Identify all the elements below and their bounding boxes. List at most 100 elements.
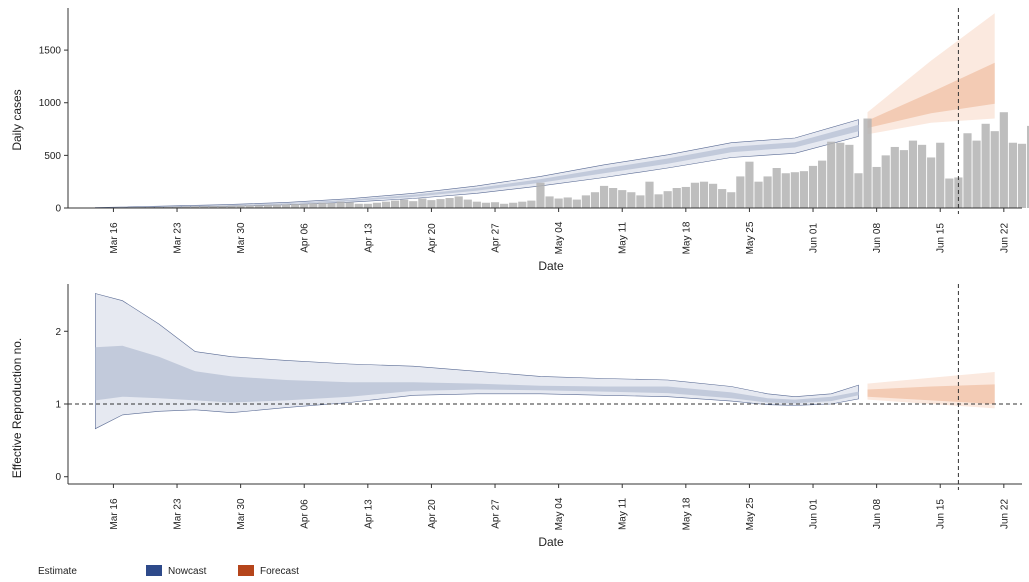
x-tick-label: May 04 (554, 221, 565, 254)
legend-label-forecast: Forecast (260, 566, 299, 577)
daily-cases-bar (254, 205, 263, 208)
x-tick-label: May 11 (618, 222, 629, 254)
daily-cases-bar (472, 201, 481, 208)
daily-cases-bar (763, 176, 772, 208)
y-tick-label: 1500 (39, 46, 62, 57)
daily-cases-bar (663, 191, 672, 208)
daily-cases-bar (209, 206, 218, 208)
y-tick-label: 0 (55, 204, 61, 215)
daily-cases-bar (672, 188, 681, 208)
x-tick-label: Jun 08 (872, 223, 883, 253)
legend-label-nowcast: Nowcast (168, 566, 207, 577)
daily-cases-bar (945, 178, 954, 208)
nowcast-inner-band (95, 345, 859, 404)
daily-cases-bar (818, 160, 827, 208)
daily-cases-bar (1017, 143, 1027, 208)
daily-cases-bar (981, 123, 990, 208)
daily-cases-bar (345, 202, 354, 208)
y-tick-label: 1000 (39, 98, 62, 109)
daily-cases-bar (327, 202, 336, 208)
bottom-axes: 0 1 2 Mar 16 Mar 23 Mar 30 Apr 06 Apr 13 Apr 20 A… (55, 284, 1022, 530)
daily-cases-bar (191, 206, 200, 208)
y-tick-label: 2 (55, 327, 61, 338)
bottom-x-axis-title: Date (538, 535, 564, 549)
x-tick-label: Jun 01 (809, 223, 820, 253)
daily-cases-bar (363, 203, 372, 208)
legend-swatch-nowcast (146, 565, 162, 576)
x-tick-label: Apr 13 (363, 499, 374, 529)
daily-cases-bar (908, 140, 918, 208)
daily-cases-bar (754, 181, 763, 208)
x-tick-label: Apr 13 (363, 223, 374, 253)
daily-cases-bar (863, 118, 872, 208)
daily-cases-bar (963, 133, 972, 208)
nowcast-outer-band (95, 293, 859, 430)
x-tick-label: Jun 22 (999, 223, 1010, 253)
daily-cases-bar (318, 202, 327, 208)
x-tick-label: Apr 06 (300, 223, 311, 253)
daily-cases-bar (182, 206, 191, 208)
x-tick-label: Jun 08 (872, 499, 883, 529)
x-tick-label: May 04 (554, 497, 565, 530)
daily-cases-bar (990, 131, 999, 208)
daily-cases-bar (654, 194, 663, 208)
y-tick-label: 0 (55, 472, 61, 483)
daily-cases-bar (1027, 125, 1029, 208)
daily-cases-bar (727, 192, 736, 208)
daily-cases-bar (927, 157, 936, 208)
y-tick-label: 1 (55, 400, 61, 411)
daily-cases-bar (627, 192, 636, 208)
daily-cases-bar (490, 202, 500, 208)
daily-cases-bar (400, 199, 409, 208)
daily-cases-bar (690, 182, 700, 208)
daily-cases-bar (645, 181, 654, 208)
daily-cases-bar (917, 144, 927, 208)
forecast-inner-band (867, 384, 995, 404)
x-tick-label: Apr 27 (491, 223, 502, 253)
top-axes: 0 500 1000 1500 Mar 16 Mar 23 Mar 30 Apr 06 Apr … (39, 8, 1022, 254)
daily-cases-bar (972, 140, 981, 208)
x-tick-label: Jun 22 (999, 499, 1010, 529)
x-tick-label: Mar 16 (109, 498, 120, 530)
daily-cases-bar (263, 204, 272, 208)
daily-cases-bar (590, 192, 600, 208)
bottom-ribbons (95, 293, 995, 430)
daily-cases-bar (445, 198, 454, 208)
daily-cases-bar (881, 155, 890, 208)
x-tick-label: Mar 23 (173, 498, 184, 530)
daily-cases-bar (509, 202, 518, 208)
daily-cases-bar (872, 166, 881, 208)
x-tick-label: Jun 15 (936, 223, 947, 253)
daily-cases-bar (154, 206, 163, 208)
daily-cases-bar (790, 172, 799, 208)
bottom-reference-lines (68, 284, 1022, 490)
daily-cases-bar (563, 197, 572, 208)
daily-cases-bar (245, 205, 254, 208)
legend-swatch-forecast (238, 565, 254, 576)
x-tick-label: Jun 01 (809, 499, 820, 529)
daily-cases-bar (354, 203, 363, 208)
daily-cases-bar (427, 200, 436, 208)
x-tick-label: Mar 16 (109, 222, 120, 254)
daily-cases-bar (581, 195, 590, 208)
daily-cases-bar (845, 144, 854, 208)
daily-cases-bar (1008, 142, 1018, 208)
daily-cases-bar (518, 201, 527, 208)
x-tick-label: Jun 15 (936, 499, 947, 529)
daily-cases-bar (572, 199, 581, 208)
daily-cases-bar (381, 201, 391, 208)
daily-cases-bar (899, 150, 908, 208)
daily-cases-bar (718, 189, 727, 208)
daily-cases-bar (281, 204, 291, 208)
daily-cases-bar (854, 173, 863, 208)
daily-cases-bar (463, 199, 472, 208)
daily-cases-bar (772, 168, 781, 208)
daily-cases-bar (709, 183, 718, 208)
daily-cases-bar (554, 198, 563, 208)
daily-cases-bar (745, 161, 754, 208)
daily-cases-bar (799, 171, 809, 208)
x-tick-label: May 25 (745, 221, 756, 254)
daily-cases-bar (890, 146, 899, 208)
daily-cases-bar (527, 200, 536, 208)
